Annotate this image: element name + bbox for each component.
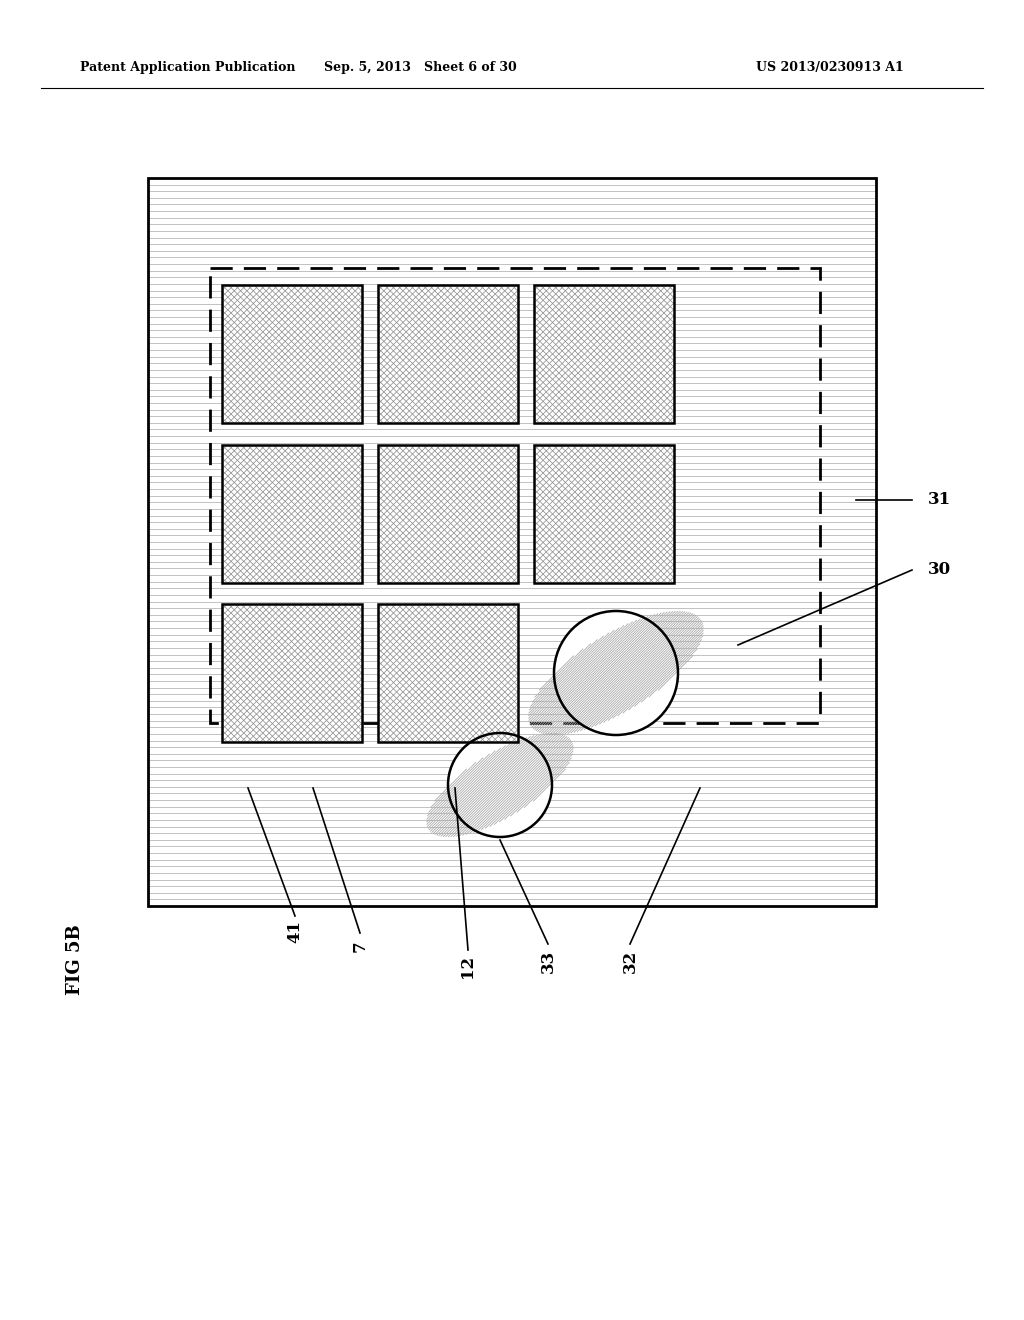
Bar [222, 605, 362, 742]
Bar [378, 605, 518, 742]
Text: 33: 33 [540, 950, 556, 973]
Bar [210, 268, 820, 723]
Circle shape [449, 733, 552, 837]
Text: 41: 41 [287, 920, 303, 942]
Bar [378, 285, 518, 422]
Bar [378, 285, 518, 422]
Text: Sep. 5, 2013   Sheet 6 of 30: Sep. 5, 2013 Sheet 6 of 30 [324, 62, 516, 74]
Text: 32: 32 [622, 950, 639, 973]
Bar [378, 445, 518, 583]
Text: US 2013/0230913 A1: US 2013/0230913 A1 [756, 62, 904, 74]
Text: 7: 7 [351, 940, 369, 952]
Text: 31: 31 [928, 491, 951, 508]
Bar [222, 285, 362, 422]
Text: 12: 12 [460, 954, 476, 978]
Bar [378, 605, 518, 742]
Bar [222, 285, 362, 422]
Circle shape [554, 611, 678, 735]
Bar [222, 605, 362, 742]
Bar [222, 445, 362, 583]
Text: FIG 5B: FIG 5B [66, 924, 84, 995]
Bar [534, 445, 674, 583]
Bar [378, 445, 518, 583]
Bar [534, 285, 674, 422]
Bar [534, 445, 674, 583]
Bar [222, 445, 362, 583]
Bar [534, 285, 674, 422]
Text: 30: 30 [928, 561, 951, 578]
Bar [148, 178, 876, 906]
Text: Patent Application Publication: Patent Application Publication [80, 62, 296, 74]
